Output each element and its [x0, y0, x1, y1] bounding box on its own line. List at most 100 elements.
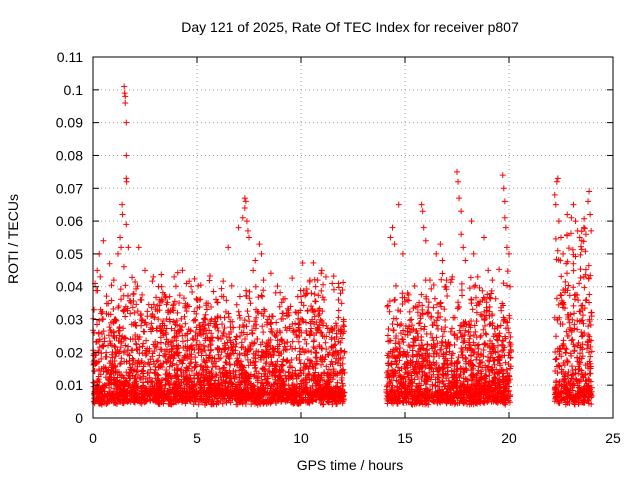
data-point	[315, 312, 322, 319]
data-point	[423, 400, 430, 407]
data-point	[506, 373, 513, 380]
data-point	[338, 300, 345, 307]
data-point	[457, 380, 464, 387]
data-point	[407, 383, 414, 390]
data-point	[574, 342, 581, 349]
data-point	[172, 391, 179, 398]
data-point	[448, 276, 455, 283]
data-point	[475, 363, 482, 370]
data-point	[235, 395, 242, 402]
data-point	[276, 378, 283, 385]
data-point	[419, 306, 426, 313]
data-point	[176, 393, 183, 400]
data-point	[441, 283, 448, 290]
data-point	[107, 311, 114, 318]
data-point	[242, 377, 249, 384]
data-point	[552, 201, 559, 208]
data-point	[254, 336, 261, 343]
data-point	[180, 390, 187, 397]
data-point	[411, 336, 418, 343]
data-point	[260, 287, 267, 294]
data-point	[339, 287, 346, 294]
data-point	[284, 339, 291, 346]
data-point	[306, 370, 313, 377]
data-point	[215, 351, 222, 358]
data-point	[504, 393, 511, 400]
data-point	[166, 382, 173, 389]
data-point	[104, 397, 111, 404]
data-point	[468, 351, 475, 358]
data-point	[136, 390, 143, 397]
data-point	[335, 296, 342, 303]
data-point	[563, 390, 570, 397]
data-point	[330, 366, 337, 373]
data-point	[497, 322, 504, 329]
data-point	[203, 302, 210, 309]
data-point	[482, 341, 489, 348]
data-point	[565, 311, 572, 318]
data-point	[421, 323, 428, 330]
data-point	[143, 350, 150, 357]
data-point	[134, 347, 141, 354]
data-point	[171, 273, 178, 280]
data-point	[334, 350, 341, 357]
data-point	[95, 396, 102, 403]
data-point	[448, 392, 455, 399]
data-point	[423, 347, 430, 354]
data-point	[193, 337, 200, 344]
data-point	[165, 307, 172, 314]
data-point	[137, 312, 144, 319]
data-point	[315, 307, 322, 314]
data-point	[384, 400, 391, 407]
data-point	[571, 310, 578, 317]
data-point	[284, 357, 291, 364]
data-point	[318, 394, 325, 401]
data-point	[187, 360, 194, 367]
data-point	[281, 388, 288, 395]
data-point	[409, 393, 416, 400]
data-point	[332, 341, 339, 348]
data-point	[177, 327, 184, 334]
data-point	[264, 380, 271, 387]
data-point	[117, 398, 124, 405]
data-point	[320, 391, 327, 398]
data-point	[200, 342, 207, 349]
data-point	[196, 296, 203, 303]
data-point	[557, 320, 564, 327]
data-point	[170, 307, 177, 314]
points-layer	[90, 83, 595, 408]
data-point	[299, 260, 306, 267]
data-point	[469, 371, 476, 378]
data-point	[148, 387, 155, 394]
data-point	[301, 336, 308, 343]
data-point	[280, 368, 287, 375]
y-tick-label: 0.09	[56, 115, 83, 131]
data-point	[393, 360, 400, 367]
data-point	[426, 369, 433, 376]
data-point	[480, 391, 487, 398]
data-point	[131, 399, 138, 406]
data-point	[436, 390, 443, 397]
data-point	[222, 308, 229, 315]
data-point	[295, 321, 302, 328]
data-point	[278, 375, 285, 382]
data-point	[166, 349, 173, 356]
data-point	[330, 372, 337, 379]
data-point	[415, 348, 422, 355]
data-point	[396, 340, 403, 347]
data-point	[576, 280, 583, 287]
data-point	[329, 376, 336, 383]
data-point	[306, 278, 313, 285]
data-point	[249, 359, 256, 366]
data-point	[402, 378, 409, 385]
data-point	[394, 353, 401, 360]
data-point	[410, 353, 417, 360]
data-point	[564, 358, 571, 365]
data-point	[183, 364, 190, 371]
data-point	[194, 333, 201, 340]
data-point	[148, 312, 155, 319]
data-point	[236, 384, 243, 391]
data-point	[332, 320, 339, 327]
data-point	[234, 401, 241, 408]
data-point	[143, 321, 150, 328]
